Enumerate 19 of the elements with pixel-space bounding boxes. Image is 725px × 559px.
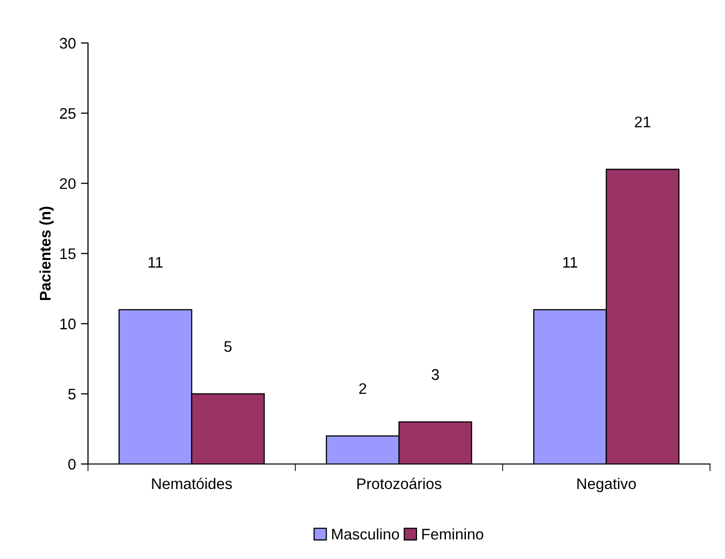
y-tick-label: 25	[60, 108, 76, 119]
y-tick-label: 20	[60, 178, 76, 190]
x-tick-label: Negativo	[577, 478, 636, 492]
data-label: 21	[634, 116, 650, 128]
y-tick-label: 10	[60, 318, 76, 330]
data-label: 5	[224, 341, 232, 352]
data-label: 11	[563, 257, 578, 268]
legend-label: Masculino	[332, 528, 400, 540]
data-label: 2	[359, 383, 366, 394]
y-tick-label: 0	[68, 458, 76, 470]
y-tick-label: 5	[68, 388, 76, 400]
data-label: 11	[148, 257, 163, 268]
x-tick-label: Protozoários	[357, 478, 442, 490]
y-axis-title: Pacientes (n)	[39, 206, 54, 300]
y-tick-label: 15	[60, 248, 76, 260]
legend-label: Feminino	[422, 528, 484, 540]
y-tick-label: 30	[60, 38, 76, 49]
data-label: 3	[432, 369, 439, 380]
x-tick-label: Nematóides	[152, 478, 232, 490]
